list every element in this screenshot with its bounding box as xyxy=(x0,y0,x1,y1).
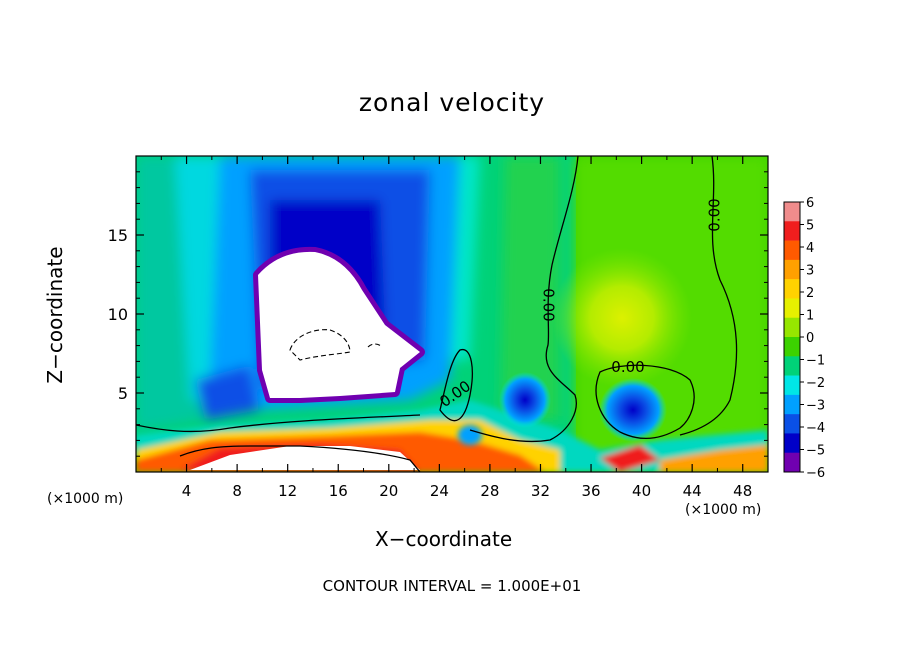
x-tick-label: 36 xyxy=(581,482,600,500)
colorbar-label: −5 xyxy=(806,444,825,459)
x-tick-label: 16 xyxy=(329,482,348,500)
x-tick-label: 44 xyxy=(683,482,702,500)
colorbar-label: −3 xyxy=(806,399,825,414)
colorbar-label: −2 xyxy=(806,376,825,391)
colorbar-label: −6 xyxy=(806,466,825,481)
contour-label: 0.00 xyxy=(611,358,644,376)
colorbar-swatch xyxy=(784,279,800,299)
y-axis-label: Z−coordinate xyxy=(43,246,67,384)
x-tick-label: 24 xyxy=(430,482,449,500)
x-tick-label: 40 xyxy=(632,482,651,500)
colorbar-swatch xyxy=(784,394,800,415)
colorbar-swatch xyxy=(784,414,800,434)
velocity-field xyxy=(136,156,768,472)
colorbar-swatch xyxy=(784,221,800,241)
x-unit-label-right: (×1000 m) xyxy=(685,502,762,518)
x-axis-label: X−coordinate xyxy=(375,527,513,551)
x-unit-label-left: (×1000 m) xyxy=(47,491,124,507)
colorbar-swatch xyxy=(784,298,800,319)
x-tick-label: 8 xyxy=(232,482,242,500)
colorbar-label: 2 xyxy=(806,286,814,301)
contour-label: 0.00 xyxy=(706,198,724,231)
colorbar-label: 6 xyxy=(806,196,814,211)
chart-title: zonal velocity xyxy=(358,88,546,117)
colorbar-swatch xyxy=(784,337,800,357)
colorbar-swatch xyxy=(784,259,800,280)
x-tick-label: 12 xyxy=(278,482,297,500)
x-tick-label: 4 xyxy=(182,482,192,500)
colorbar-label: 5 xyxy=(806,219,814,234)
x-tick-label: 32 xyxy=(531,482,550,500)
colorbar-swatch xyxy=(784,356,800,376)
y-tick-label: 5 xyxy=(118,384,128,403)
x-tick-label: 48 xyxy=(733,482,752,500)
colorbar-swatch xyxy=(784,240,800,261)
contour-label: 0.00 xyxy=(540,288,558,321)
colorbar-label: 0 xyxy=(806,331,814,346)
colorbar-swatch xyxy=(784,452,800,473)
contour-interval-note: CONTOUR INTERVAL = 1.000E+01 xyxy=(322,577,582,595)
x-tick-label: 28 xyxy=(480,482,499,500)
colorbar-swatch xyxy=(784,433,800,454)
y-tick-label: 15 xyxy=(108,226,128,245)
x-tick-label: 20 xyxy=(379,482,398,500)
colorbar-swatch xyxy=(784,375,800,396)
colorbar-label: −4 xyxy=(806,421,825,436)
colorbar-label: 4 xyxy=(806,241,814,256)
colorbar-swatch xyxy=(784,317,800,338)
colorbar-label: 1 xyxy=(806,309,814,324)
y-tick-label: 10 xyxy=(108,305,128,324)
colorbar-label: −1 xyxy=(806,354,825,369)
colorbar-label: 3 xyxy=(806,264,814,279)
colorbar-swatch xyxy=(784,202,800,222)
